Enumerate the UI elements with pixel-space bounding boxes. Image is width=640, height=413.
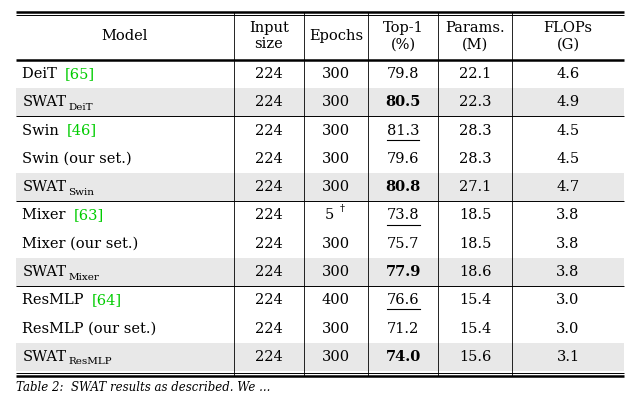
Bar	[16, 343, 624, 371]
Text: 76.6: 76.6	[387, 293, 419, 307]
Text: †: †	[340, 204, 345, 213]
Text: 300: 300	[322, 152, 350, 166]
Text: [46]: [46]	[67, 123, 97, 138]
Text: 22.3: 22.3	[459, 95, 492, 109]
Text: 15.4: 15.4	[459, 322, 492, 336]
Text: 224: 224	[255, 237, 283, 251]
Text: 3.0: 3.0	[556, 322, 580, 336]
Text: 300: 300	[322, 123, 350, 138]
Text: 300: 300	[322, 265, 350, 279]
Text: 28.3: 28.3	[459, 123, 492, 138]
Text: 3.8: 3.8	[556, 237, 580, 251]
Text: 73.8: 73.8	[387, 209, 419, 223]
Text: DeiT: DeiT	[22, 67, 62, 81]
Text: Swin (our set.): Swin (our set.)	[22, 152, 132, 166]
Text: 224: 224	[255, 265, 283, 279]
Text: 224: 224	[255, 209, 283, 223]
Text: Mixer (our set.): Mixer (our set.)	[22, 237, 139, 251]
Text: [63]: [63]	[74, 209, 104, 223]
Text: 27.1: 27.1	[459, 180, 492, 194]
Text: Model: Model	[102, 29, 148, 43]
Text: SWAT: SWAT	[22, 265, 67, 279]
Text: Input
size: Input size	[249, 21, 289, 51]
Text: 5: 5	[325, 209, 334, 223]
Text: 77.9: 77.9	[385, 265, 421, 279]
Text: 3.0: 3.0	[556, 293, 580, 307]
Text: 15.4: 15.4	[459, 293, 492, 307]
Text: 75.7: 75.7	[387, 237, 419, 251]
Text: 300: 300	[322, 67, 350, 81]
Text: Swin: Swin	[68, 188, 95, 197]
Text: ResMLP: ResMLP	[68, 357, 112, 366]
Text: 4.9: 4.9	[556, 95, 580, 109]
Text: 224: 224	[255, 95, 283, 109]
Text: 79.6: 79.6	[387, 152, 419, 166]
Text: 224: 224	[255, 67, 283, 81]
Text: SWAT: SWAT	[22, 95, 67, 109]
Text: FLOPs
(G): FLOPs (G)	[543, 21, 593, 51]
Text: 224: 224	[255, 123, 283, 138]
Text: [64]: [64]	[92, 293, 122, 307]
Bar	[16, 258, 624, 286]
Text: 300: 300	[322, 180, 350, 194]
Text: 79.8: 79.8	[387, 67, 419, 81]
Text: 80.5: 80.5	[385, 95, 421, 109]
Text: 18.6: 18.6	[459, 265, 492, 279]
Text: ResMLP (our set.): ResMLP (our set.)	[22, 322, 157, 336]
Text: Table 2:  SWAT results as described. We ...: Table 2: SWAT results as described. We .…	[16, 382, 270, 394]
Text: 18.5: 18.5	[459, 209, 492, 223]
Text: 3.1: 3.1	[556, 350, 580, 364]
Text: Epochs: Epochs	[309, 29, 363, 43]
Text: Mixer: Mixer	[68, 273, 99, 282]
Text: 71.2: 71.2	[387, 322, 419, 336]
Text: 81.3: 81.3	[387, 123, 419, 138]
Text: Top-1
(%): Top-1 (%)	[383, 21, 424, 51]
Text: 4.7: 4.7	[556, 180, 580, 194]
Text: 224: 224	[255, 322, 283, 336]
Text: 300: 300	[322, 95, 350, 109]
Text: 74.0: 74.0	[385, 350, 421, 364]
Text: SWAT: SWAT	[22, 180, 67, 194]
Text: 300: 300	[322, 322, 350, 336]
Text: 300: 300	[322, 237, 350, 251]
Text: 28.3: 28.3	[459, 152, 492, 166]
Text: Mixer: Mixer	[22, 209, 70, 223]
Text: 224: 224	[255, 152, 283, 166]
Text: ResMLP: ResMLP	[22, 293, 88, 307]
Bar	[16, 88, 624, 116]
Text: 4.5: 4.5	[556, 123, 580, 138]
Text: 300: 300	[322, 350, 350, 364]
Text: 3.8: 3.8	[556, 209, 580, 223]
Text: 18.5: 18.5	[459, 237, 492, 251]
Text: 4.6: 4.6	[556, 67, 580, 81]
Text: DeiT: DeiT	[68, 103, 93, 112]
Text: 15.6: 15.6	[459, 350, 492, 364]
Text: 224: 224	[255, 293, 283, 307]
Text: Params.
(M): Params. (M)	[445, 21, 505, 51]
Text: [65]: [65]	[65, 67, 95, 81]
Text: 4.5: 4.5	[556, 152, 580, 166]
Text: 3.8: 3.8	[556, 265, 580, 279]
Text: 22.1: 22.1	[459, 67, 492, 81]
Text: SWAT: SWAT	[22, 350, 67, 364]
Text: 80.8: 80.8	[385, 180, 421, 194]
Text: 224: 224	[255, 180, 283, 194]
Text: 400: 400	[322, 293, 350, 307]
Text: 224: 224	[255, 350, 283, 364]
Text: Swin: Swin	[22, 123, 64, 138]
Bar	[16, 173, 624, 202]
